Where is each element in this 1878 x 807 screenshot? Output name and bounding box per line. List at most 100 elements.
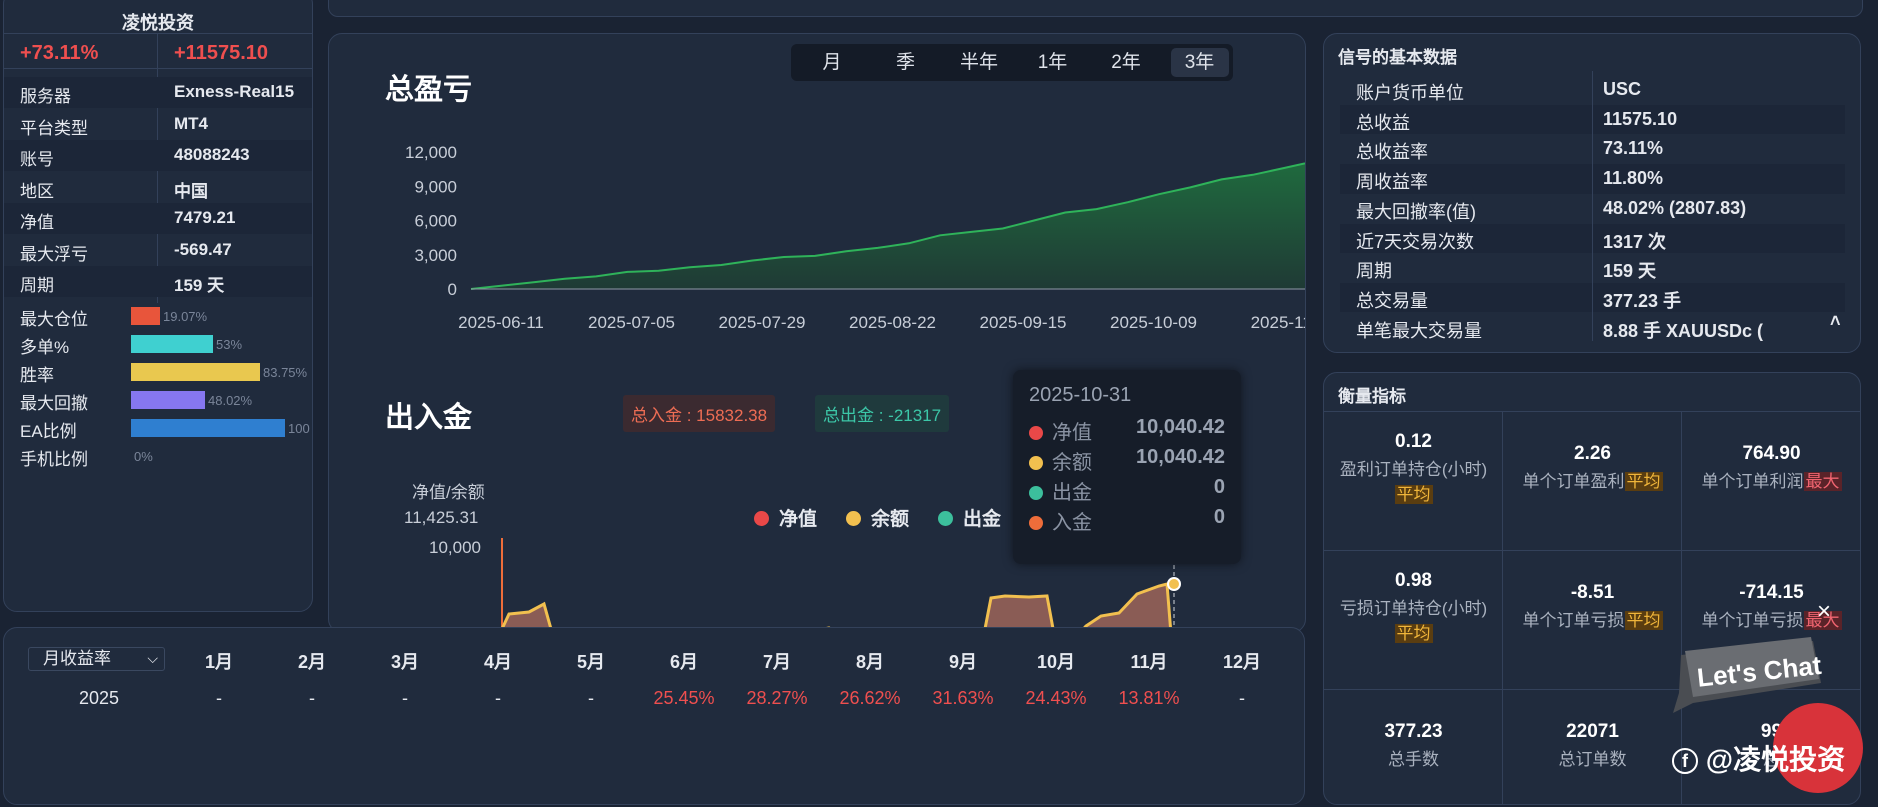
account-row-label: 服务器 <box>20 87 71 106</box>
basic-row-label: 单笔最大交易量 <box>1356 320 1482 341</box>
metric-tag: 最大 <box>1803 472 1842 491</box>
metric-value: 377.23 <box>1384 721 1443 742</box>
basic-row-label: 最大回撤率(值) <box>1356 201 1476 222</box>
metric-label-text: 总订单数 <box>1558 750 1627 769</box>
legend-item[interactable]: 余额 <box>846 504 909 531</box>
account-row-label: 净值 <box>20 213 54 232</box>
account-row: 服务器 Exness-Real15 <box>4 77 312 108</box>
stat-bar-pct: 19.07% <box>163 309 208 324</box>
stat-bar-pct: 53% <box>216 337 243 352</box>
x-tick-label: 2025-11- <box>1251 313 1306 332</box>
stat-bar-fill <box>131 391 205 409</box>
legend-label: 净值 <box>779 509 818 530</box>
period-tabs: 月 季 半年 1年 2年 3年 <box>791 44 1233 81</box>
y-tick-label: 0 <box>448 280 457 299</box>
stat-bar-label: 胜率 <box>20 366 54 385</box>
basic-row-value: 377.23 手 <box>1603 290 1682 311</box>
metric-cell: 0.12 盈利订单持仓(小时) 平均 <box>1324 431 1503 505</box>
basic-row-value: 73.11% <box>1603 138 1664 159</box>
x-tick-label: 2025-07-05 <box>588 313 675 332</box>
metric-tag: 平均 <box>1394 485 1433 504</box>
basic-row-label: 周收益率 <box>1356 172 1428 193</box>
metric-label: 盈利订单持仓(小时) 平均 <box>1324 455 1503 505</box>
lets-chat-widget[interactable]: Let's Chat <box>1663 633 1831 713</box>
chat-bubble-button[interactable] <box>1773 703 1863 793</box>
account-row-value: -569.47 <box>174 239 232 259</box>
basic-row: 总收益率 73.11% <box>1340 134 1845 164</box>
monthly-returns: 月收益率 ⌵ 1月 2月 3月 4月 5月 6月 7月 8月 9月 10月 11月 12月 2025 … <box>3 627 1305 805</box>
account-row-value: 48088243 <box>174 145 250 164</box>
y-tick-label: 9,000 <box>414 177 457 196</box>
metric-label: 单个订单利润 最大 <box>1682 467 1860 492</box>
stat-bar-fill <box>131 419 285 437</box>
x-tick-label: 2025-06-11 <box>458 313 544 332</box>
account-row-value: 中国 <box>174 181 208 201</box>
basic-row-value: 11.80% <box>1603 168 1664 189</box>
metric-label: 单个订单亏损 平均 <box>1503 606 1682 631</box>
basic-row-label: 周期 <box>1356 261 1392 282</box>
basic-row-value: 11575.10 <box>1603 108 1678 129</box>
legend-item[interactable]: 净值 <box>754 504 817 531</box>
tab-1[interactable]: 季 <box>895 52 915 73</box>
tooltip-dot <box>1029 456 1043 470</box>
metric-label-text: 总手数 <box>1388 750 1439 769</box>
metric-tag: 最大 <box>1803 611 1842 630</box>
watermark: f @凌悦投资 <box>1672 738 1845 778</box>
account-row-value: 7479.21 <box>174 208 236 227</box>
basic-row: 周期 159 天 <box>1340 253 1845 283</box>
metrics-panel: 衡量指标 0.12 盈利订单持仓(小时) 平均 2.26 单个订单盈利 平均 764.90 单… <box>1323 372 1861 805</box>
month-header: 8月 <box>855 652 884 672</box>
month-value: 28.27% <box>746 688 808 708</box>
tooltip-row: 入金 0 <box>1029 506 1225 535</box>
month-value: - <box>495 688 501 708</box>
metric-value: 764.90 <box>1742 443 1801 464</box>
metric-label: 单个订单盈利 平均 <box>1503 467 1682 492</box>
stat-bar-fill <box>131 335 213 353</box>
metric-label-text: 单个订单利润 <box>1701 472 1804 491</box>
metric-cell: -8.51 单个订单亏损 平均 <box>1503 582 1682 631</box>
basic-row-label: 近7天交易次数 <box>1356 231 1475 252</box>
tab-4[interactable]: 2年 <box>1111 52 1141 73</box>
account-row: 净值 7479.21 <box>4 203 312 234</box>
account-row-value: MT4 <box>174 113 208 133</box>
metric-label-text: 盈利订单持仓(小时) <box>1339 460 1488 479</box>
metric-value: 22071 <box>1566 721 1619 742</box>
tab-3[interactable]: 1年 <box>1037 52 1068 73</box>
collapse-caret-icon[interactable]: ˄ <box>1830 311 1841 331</box>
tab-0[interactable]: 月 <box>822 52 842 73</box>
tooltip-row: 净值 10,040.42 <box>1029 416 1225 445</box>
metric-label-text: 单个订单亏损 <box>1701 611 1804 630</box>
metric-select[interactable]: 月收益率 ⌵ <box>28 647 165 671</box>
tooltip-row: 余额 10,040.42 <box>1029 446 1225 475</box>
tooltip-date: 2025-10-31 <box>1029 384 1132 406</box>
tooltip-dot <box>1029 486 1043 500</box>
metric-label: 单个订单亏损 最大 <box>1682 606 1860 631</box>
metric-cell: -714.15 单个订单亏损 最大 <box>1682 582 1860 631</box>
metric-select-value: 月收益率 <box>43 649 111 668</box>
legend-item[interactable]: 出金 <box>938 504 1001 531</box>
stat-bar-pct: 0% <box>134 449 153 464</box>
legend-dot <box>754 511 769 526</box>
metric-value: 2.26 <box>1574 443 1611 464</box>
month-header: 12月 <box>1222 652 1262 672</box>
metric-label: 总手数 <box>1324 745 1503 770</box>
month-value: - <box>216 688 222 708</box>
metric-label: 总订单数 <box>1503 745 1682 770</box>
stat-bar-fill <box>131 363 260 381</box>
basic-row-value: 8.88 手 XAUUSDc ( <box>1603 320 1764 341</box>
tab-5[interactable]: 3年 <box>1170 48 1229 77</box>
metric-cell: 2.26 单个订单盈利 平均 <box>1503 443 1682 492</box>
basic-row: 单笔最大交易量 8.88 手 XAUUSDc ( <box>1340 313 1845 343</box>
tab-2[interactable]: 半年 <box>959 52 998 73</box>
stat-bar-row: 多单% 53% <box>20 333 310 357</box>
close-icon[interactable]: × <box>1817 598 1832 625</box>
x-tick-label: 2025-07-29 <box>719 313 806 332</box>
tooltip-row: 出金 0 <box>1029 476 1225 505</box>
basic-row: 账户货币单位 USC <box>1340 75 1845 105</box>
flow-area-1 <box>499 601 553 631</box>
account-row-value: 159 天 <box>174 276 225 295</box>
chevron-down-icon: ⌵ <box>147 650 158 666</box>
month-value: - <box>588 688 594 708</box>
withdraw-badge: 总出金 : -21317 <box>815 395 950 432</box>
